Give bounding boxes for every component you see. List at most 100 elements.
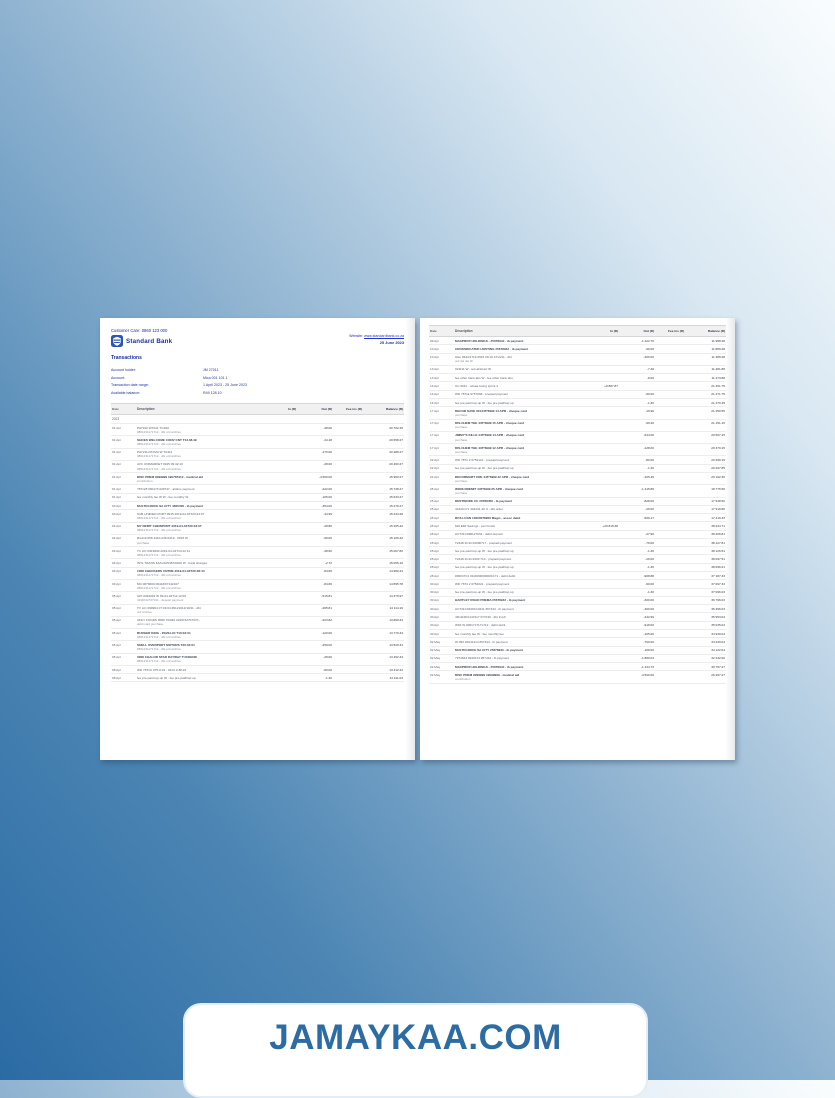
description-reference: 0861231171712 - dbt ord archive bbox=[137, 429, 181, 434]
cell-date: 01 Apr bbox=[112, 437, 121, 442]
cell-balance: 38 127.81 bbox=[711, 540, 725, 545]
description-line: MY DEBIT CHEWPORT 2019-04-04T20:43:07 bbox=[137, 524, 202, 529]
cell-balance: 17 919.50 bbox=[711, 507, 725, 512]
description-line: SHELL OVERPORT MOTORS T20:34:01 bbox=[137, 642, 195, 647]
cell-out: -19.90 bbox=[645, 408, 654, 413]
cell-date: 10 Apr bbox=[430, 346, 439, 351]
cell-balance: 20 379.15 bbox=[711, 445, 725, 450]
cell-out: -400.00 bbox=[643, 606, 655, 611]
description-line: RG110 068 4410-249-0419 - 0915 W bbox=[137, 536, 188, 541]
table-row: 02 May MULTICHOICE SA CITY #567894# - ib … bbox=[429, 647, 726, 655]
cell-in: +20 815.38 bbox=[602, 523, 618, 528]
cell-description: DECORMART CRE 445*6999 22 APR - cheque c… bbox=[455, 475, 588, 483]
table-row: 26 Apr Mid EMI Savings - excl funds +20 81… bbox=[429, 522, 726, 531]
cell-balance: 38 097.51 bbox=[711, 557, 725, 562]
cell-date: 13 Apr bbox=[430, 375, 439, 380]
cell-description: W 092 40041414 #67444 - ib payment bbox=[455, 640, 588, 644]
description-reference: 4199722707101 - deposit payment bbox=[137, 597, 184, 602]
cell-date: 01 Apr bbox=[112, 495, 121, 500]
cell-date: 16 Apr bbox=[430, 400, 439, 405]
table-row: 16 Apr WD 7871k 9757098 - prepaid payment… bbox=[429, 391, 726, 399]
cell-description: #00047C1 010000000000C171 - debit debit bbox=[455, 574, 588, 578]
description-reference: ord archive bbox=[137, 610, 152, 615]
description-line: MULTICHOICE SA CITY 4605400 - ib payment bbox=[137, 503, 204, 508]
cell-out: -1.30 bbox=[646, 548, 654, 553]
cell-description: PAY910 W7041 T/1910 0861231171712 - dbt o… bbox=[137, 426, 266, 434]
table-row: 28 Apr ACT21C098127044 - debit deposit -27… bbox=[429, 531, 726, 539]
cell-balance: 15 633.27 bbox=[389, 495, 403, 500]
description-line: DISC PREM 9099999 19099999 - medical aid bbox=[455, 673, 520, 677]
statement-page-2: Date Description In (R) Out (R) Fee ins … bbox=[420, 318, 735, 760]
cell-out: -1.30 bbox=[646, 466, 654, 471]
cell-out: -500.17 bbox=[643, 515, 655, 520]
cell-balance: 21 270.45 bbox=[711, 400, 725, 405]
cell-balance: 14 980.44 bbox=[389, 569, 403, 574]
description-line: 4Rm048 0147417 074740 - dbt trnsfr bbox=[455, 615, 506, 620]
summary-row: Available balance: R49 128.10 bbox=[111, 391, 404, 395]
description-line: WD 7874 2 0752021 - prepaid payment bbox=[455, 581, 510, 586]
cell-description: WD 7871 2 0752121 - prepaid payment bbox=[455, 458, 588, 462]
description-line: fee pre-paid top-up W - fee pre-paid/top… bbox=[455, 565, 514, 570]
cell-balance: 34 122.04 bbox=[711, 648, 725, 653]
column-header-in: In (R) bbox=[610, 329, 618, 333]
description-reference: 0861231171712 - dbt ord archive bbox=[137, 466, 181, 471]
cell-balance: 20 192.36 bbox=[711, 474, 725, 479]
table-row: 03 Apr SUB UNIFIED PORT 0915 2019-04-03T2… bbox=[111, 510, 404, 523]
description-line: BURGER KING - PAVILLIO T19:04:01 bbox=[137, 630, 191, 635]
cell-balance: 37 097.33 bbox=[711, 581, 725, 586]
description-line: 4444C171 404441 4C 0 - dbt order bbox=[455, 507, 503, 512]
description-line: 1008 CHECKERS CNTRE 2019-04-04T20:48:44 bbox=[137, 569, 205, 574]
summary-label: Transaction date range: bbox=[111, 383, 149, 387]
cell-description: DECOR SAVE 001445*6999 14 APR - cheque c… bbox=[455, 409, 588, 417]
table-row: 10 Apr CROSSDICATED HOSTING #567894# - ib… bbox=[429, 345, 726, 354]
transactions-table: Date Description In (R) Out (R) Fee ins … bbox=[111, 402, 404, 683]
cell-balance: 13 890.34 bbox=[389, 618, 403, 623]
cell-description: 1008 CHECKERS CNTRE 2019-04-04T20:48:44 0… bbox=[137, 569, 266, 577]
cell-out: -1.30 bbox=[646, 400, 654, 405]
cell-balance: 15 205.42 bbox=[389, 524, 403, 529]
cell-balance: 21 151.15 bbox=[711, 421, 725, 426]
cell-date: 22 Apr bbox=[430, 466, 439, 471]
description-line: fee pre-paid top-up W - fee pre-paid/top… bbox=[455, 400, 514, 405]
cell-out: -265.81 bbox=[321, 606, 333, 611]
table-row: 04 Apr 1008 CHECKERS CNTRE 2019-04-04T20:… bbox=[111, 568, 404, 580]
cell-description: GPI 0494049 W 09-04-04T11:12:09 419972270… bbox=[137, 594, 266, 602]
cell-description: INTL TRANS FAAU105487/9400 W - bank char… bbox=[137, 561, 266, 565]
table-row: 04 Apr MY DEBIT CHEWPORT 2019-04-04T20:43… bbox=[111, 523, 404, 535]
cell-balance: 14 895.78 bbox=[389, 581, 403, 586]
cell-description: fee pre-paid top-up W - fee pre-paid/top… bbox=[137, 676, 266, 680]
cell-description: fee pre-paid top-up W - fee pre-paid/top… bbox=[455, 401, 588, 405]
table-row: 30 Apr fee pre-paid top-up W - fee pre-pa… bbox=[429, 589, 726, 597]
cell-balance: 20 299.15 bbox=[711, 457, 725, 462]
website-link[interactable]: www.standardbank.co.za bbox=[364, 334, 404, 338]
cell-out: -28.86 bbox=[323, 524, 332, 529]
column-header-description: Description bbox=[137, 406, 155, 411]
cell-description: 4444C171 404441 4C 0 - dbt order bbox=[455, 507, 588, 511]
cell-out: -1.30 bbox=[646, 565, 654, 570]
cell-description: DIS-CHEM THE 445*6999 15 APR - cheque ca… bbox=[455, 421, 588, 429]
cell-date: 02 May bbox=[430, 639, 441, 644]
cell-out: -99.00 bbox=[323, 536, 332, 541]
cell-description: MULTICHOICE SA CITY 4605400 - ib payment bbox=[137, 504, 266, 508]
description-line: T2448 4C1C1909 710 - prepaid payment bbox=[455, 557, 512, 562]
cell-out: -300.00 bbox=[643, 598, 655, 603]
cell-date: 25 Apr bbox=[430, 507, 439, 512]
description-line: DIS-CHEM THE 445*6999 12 APR - cheque ca… bbox=[455, 445, 525, 450]
column-header-fees: Fee ins (R) bbox=[668, 329, 684, 333]
cell-date: 17 Apr bbox=[430, 408, 439, 413]
cell-balance: 11 473.88 bbox=[711, 375, 725, 380]
cell-out: -27.90 bbox=[645, 532, 654, 537]
cell-date: 30 Apr bbox=[430, 631, 439, 636]
cell-date: 26 Apr bbox=[430, 515, 439, 520]
table-row: 16 Apr fee pre-paid top-up W - fee pre-pa… bbox=[429, 399, 726, 408]
table-row: 05 Apr 0008 CHALOR STAR DAYWAY TUCKEND 086… bbox=[111, 654, 404, 666]
watermark-box: JAMAYKAA.COM bbox=[183, 1003, 648, 1098]
cell-out: -918.00 bbox=[643, 623, 655, 628]
description-reference: contribution bbox=[137, 478, 153, 483]
table-row: 01 Apr PAY211 PAYMA W T/1111 0861231171712… bbox=[111, 449, 404, 461]
watermark-text: JAMAYKAA.COM bbox=[269, 1018, 562, 1057]
cell-description: Also 0644/1719 0915 09:10 4714/11 - dbt o… bbox=[455, 355, 588, 363]
cell-date: 24 Apr bbox=[430, 474, 439, 479]
cell-description: Mid EMI Savings - excl funds bbox=[455, 524, 588, 528]
